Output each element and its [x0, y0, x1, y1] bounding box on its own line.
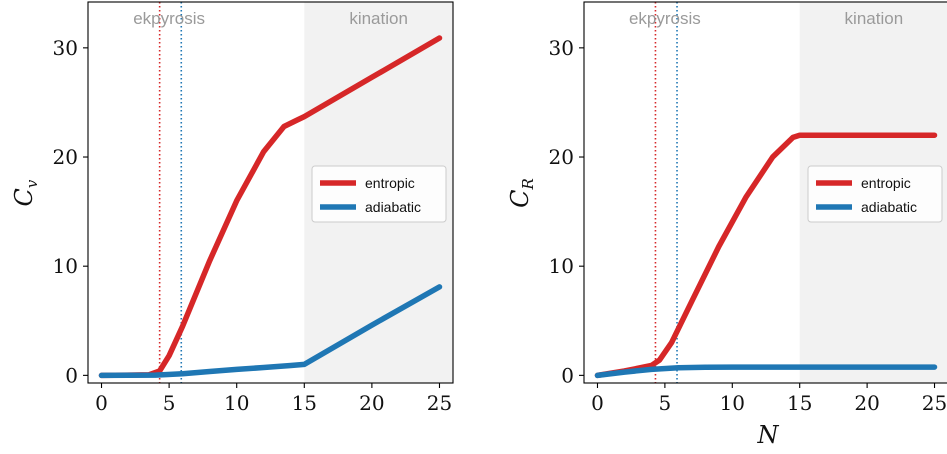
- x-tick-label: 0: [95, 391, 108, 415]
- legend-label-entropic: entropic: [365, 175, 415, 191]
- x-tick-label: 10: [224, 391, 249, 415]
- y-tick-label: 20: [549, 145, 574, 169]
- kination-label: kination: [845, 9, 904, 28]
- axes-frame: [583, 1, 947, 384]
- x-tick-label: 25: [427, 391, 452, 415]
- x-tick-label: 10: [720, 391, 745, 415]
- y-tick-label: 10: [549, 254, 574, 278]
- x-axis-label: N: [757, 421, 780, 449]
- ekpyrosis-label: ekpyrosis: [133, 9, 205, 28]
- legend-label-entropic: entropic: [861, 175, 911, 191]
- series-entropic: [98, 35, 443, 379]
- x-tick-label: 25: [922, 391, 947, 415]
- y-tick-label: 20: [53, 145, 78, 169]
- ekpyrosis-label: ekpyrosis: [629, 9, 701, 28]
- series-adiabatic: [594, 364, 938, 379]
- legend: entropic adiabatic: [807, 165, 943, 223]
- y-tick-label: 10: [53, 254, 78, 278]
- x-tick-label: 20: [359, 391, 384, 415]
- x-tick-label: 15: [787, 391, 812, 415]
- legend-label-adiabatic: adiabatic: [365, 199, 421, 215]
- panel-1: ekpyrosis kination 0 5 10 15 20 25 0 10 20 30 Cv entr…: [10, 1, 454, 415]
- y-tick-label: 0: [561, 363, 574, 387]
- y-tick-label: 30: [53, 36, 78, 60]
- series-adiabatic: [98, 284, 443, 379]
- x-tick-label: 5: [163, 391, 176, 415]
- y-tick-label: 30: [549, 36, 574, 60]
- y-tick-label: 0: [65, 363, 78, 387]
- series-entropic: [594, 132, 938, 379]
- y-axis-label: Cv: [10, 179, 41, 206]
- axes-frame: [87, 1, 454, 384]
- kination-label: kination: [349, 9, 408, 28]
- x-tick-label: 20: [854, 391, 879, 415]
- legend-label-adiabatic: adiabatic: [861, 199, 917, 215]
- panel-2: ekpyrosis kination 0 5 10 15 20 25 0 10 20 30 CR Nent…: [506, 1, 947, 449]
- legend: entropic adiabatic: [311, 165, 447, 223]
- x-tick-label: 15: [292, 391, 317, 415]
- x-tick-label: 5: [659, 391, 672, 415]
- x-tick-label: 0: [591, 391, 604, 415]
- y-axis-label: CR: [506, 178, 537, 208]
